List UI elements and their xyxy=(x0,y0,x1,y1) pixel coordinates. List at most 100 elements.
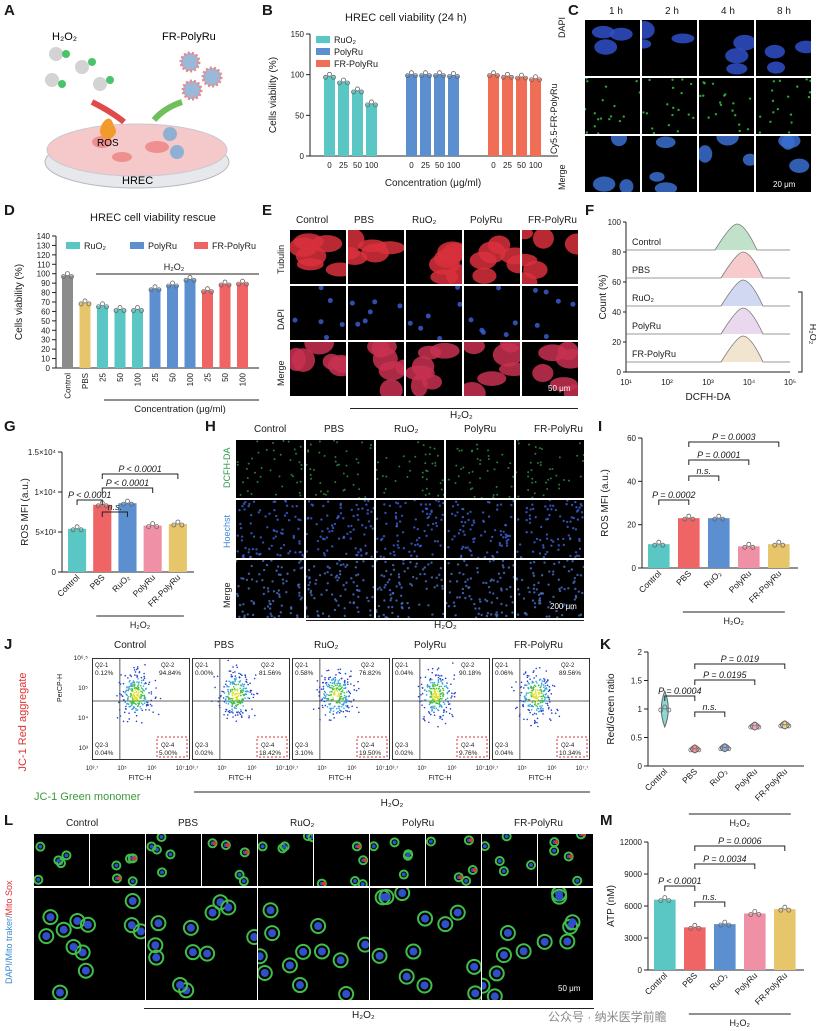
micrograph-cells xyxy=(236,499,306,559)
flow-event xyxy=(232,697,235,700)
cell-dot xyxy=(339,512,343,515)
flow-event xyxy=(445,706,448,709)
cell-dot xyxy=(384,560,387,564)
cell-dot xyxy=(310,477,313,480)
flow-event xyxy=(347,695,350,698)
flow-event xyxy=(337,668,339,671)
cell-dot xyxy=(400,514,404,518)
micrograph-tile xyxy=(290,285,346,340)
flow-event xyxy=(253,693,255,696)
flow-event xyxy=(326,705,329,708)
flow-event xyxy=(438,705,441,708)
quadrant-name: Q2-1 xyxy=(495,663,509,669)
flow-event xyxy=(523,673,525,676)
flow-event xyxy=(527,687,530,690)
cell-dot xyxy=(426,523,430,527)
cell-dot xyxy=(703,82,706,85)
cell-dot xyxy=(326,490,329,493)
cell-shape xyxy=(742,153,758,166)
flow-event xyxy=(131,697,134,699)
flow-x-tick: 10⁷.⁷ xyxy=(576,765,589,772)
y-axis-label: ROS MFI (a.u.) xyxy=(600,469,611,537)
cell-dot xyxy=(352,601,355,605)
cell-dot xyxy=(770,89,774,92)
cell-shape xyxy=(124,892,141,909)
quadrant-value: 19.50% xyxy=(359,750,381,757)
bar xyxy=(530,78,541,156)
micrograph-tile xyxy=(699,20,757,76)
panel-h-grid: Control PBS RuO₂ PolyRu FR-PolyRu DCFH-DA Hoec… xyxy=(222,424,588,631)
flow-event xyxy=(239,693,241,695)
cell-dot xyxy=(574,551,578,554)
micrograph-cells xyxy=(649,136,678,195)
cell-dot xyxy=(397,576,401,579)
significance-label: P = 0.0006 xyxy=(718,836,761,846)
cell-dot xyxy=(282,543,286,547)
data-point xyxy=(782,720,788,726)
flow-event xyxy=(442,695,444,698)
cell-dot xyxy=(239,522,242,526)
y-tick-label: 30 xyxy=(41,336,50,345)
cell-dot xyxy=(297,527,300,531)
cell-dot xyxy=(556,616,559,619)
bar xyxy=(93,504,112,572)
cell-dot xyxy=(397,581,401,584)
flow-event xyxy=(430,691,433,693)
cell-dot xyxy=(438,573,441,576)
cell-dot xyxy=(496,596,499,600)
cell-dot xyxy=(434,461,437,464)
flow-event xyxy=(340,677,343,680)
y-tick-label: 130 xyxy=(37,241,51,250)
flow-event xyxy=(543,686,545,689)
histogram-label: RuO₂ xyxy=(632,293,655,303)
cell-dot xyxy=(469,577,473,580)
cell-dot xyxy=(247,572,251,575)
micrograph-tile xyxy=(375,440,445,498)
cell-dot xyxy=(545,537,549,540)
cell-dot xyxy=(301,553,304,557)
flow-event xyxy=(142,679,145,681)
cell-dot xyxy=(459,528,462,532)
cell-dot xyxy=(276,553,279,556)
data-point xyxy=(746,541,752,547)
micrograph-tile xyxy=(538,829,593,886)
flow-event xyxy=(239,680,242,682)
cell-dot xyxy=(492,555,495,559)
flow-event xyxy=(431,708,433,710)
cell-dot xyxy=(533,602,537,605)
panel-letter-d: D xyxy=(4,202,15,219)
quadrant-name: Q2-4 xyxy=(161,743,175,749)
h2o2-underline xyxy=(144,1008,594,1009)
data-point xyxy=(722,919,728,925)
cell-dot xyxy=(381,475,384,478)
cell-dot xyxy=(350,524,353,528)
cell-dot xyxy=(497,572,501,575)
cell-dot xyxy=(396,534,399,537)
cell-shape xyxy=(332,952,349,969)
cell-dot xyxy=(281,528,284,531)
flow-event xyxy=(241,674,243,677)
flow-event xyxy=(535,709,538,711)
flow-x-tick: 10³.⁷ xyxy=(86,765,99,772)
flow-plot: Q2-10.06%Q2-289.56%Q2-30.04%Q2-410.34% xyxy=(492,658,590,760)
cell-dot xyxy=(294,515,297,519)
flow-event xyxy=(535,699,538,702)
flow-event xyxy=(537,696,539,699)
data-point xyxy=(345,80,350,86)
micrograph-cells xyxy=(371,885,484,1002)
flow-event xyxy=(514,707,517,710)
cell-dot xyxy=(421,489,424,492)
x-tick-label: Control xyxy=(643,766,670,793)
cell-dot xyxy=(241,505,244,508)
y-tick-label: 1 xyxy=(638,705,643,714)
data-point xyxy=(359,89,364,95)
flow-event xyxy=(450,697,452,699)
flow-event xyxy=(327,677,330,679)
data-point xyxy=(337,80,342,86)
cell-dot xyxy=(441,513,444,517)
cell-dot xyxy=(424,453,427,456)
cell-dot xyxy=(424,507,428,510)
flow-event xyxy=(249,682,251,685)
cell-dot xyxy=(651,127,654,130)
flow-event xyxy=(533,712,536,715)
